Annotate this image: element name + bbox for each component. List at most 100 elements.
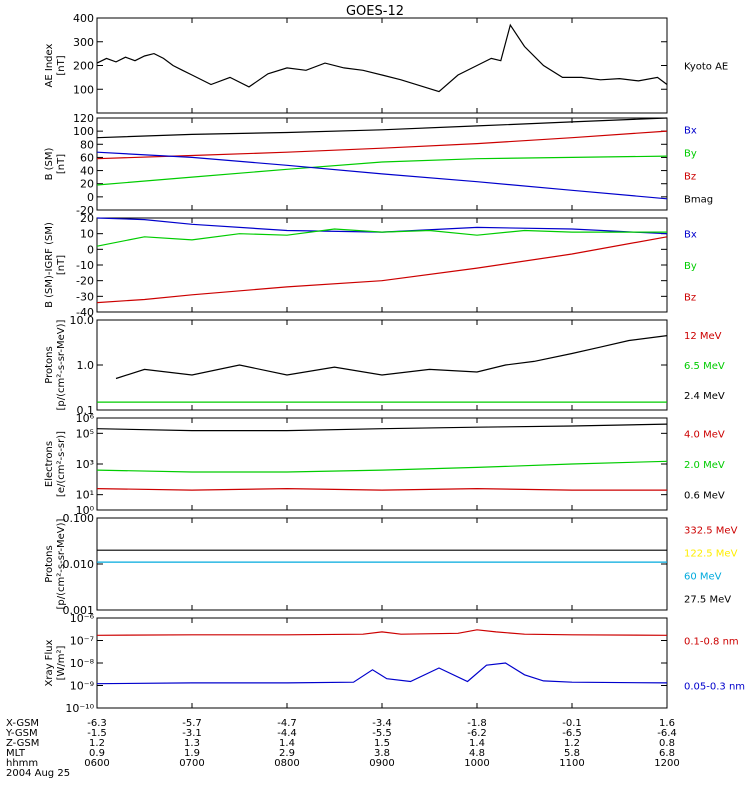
y-axis-label: [nT] (56, 55, 67, 75)
legend-entry: Bz (684, 292, 696, 303)
x-row-value: -0.1 (562, 718, 582, 729)
y-tick-label: 20 (80, 178, 94, 191)
series-line-4-0 (96, 423, 668, 432)
legend-entry: 0.1-0.8 nm (684, 637, 739, 648)
x-row-value: 1200 (654, 758, 679, 769)
series-line-4-2 (96, 487, 667, 491)
x-row-value: 1000 (464, 758, 489, 769)
y-axis-label: [p/(cm²-s-sr-MeV)] (56, 319, 67, 410)
series-line-1-0 (96, 117, 668, 139)
y-axis-label: Protons (44, 346, 55, 383)
y-axis-label: [W/m²] (56, 645, 67, 680)
x-row-value: -5.5 (372, 728, 392, 739)
y-tick-label: 60 (80, 151, 94, 164)
x-row-value: 1.2 (564, 738, 580, 749)
y-tick-label: 0.001 (63, 604, 95, 617)
y-tick-label: 0.010 (63, 558, 95, 571)
legend-entry: Bmag (684, 195, 713, 206)
x-row-label: Z-GSM (6, 738, 39, 749)
series-line-4-1 (96, 460, 668, 473)
x-row-value: 3.8 (374, 748, 390, 759)
legend-entry: 122.5 MeV (684, 549, 738, 560)
y-axis-label: B (SM)-IGRF (SM) (44, 222, 55, 308)
series-line-6-1 (96, 662, 668, 685)
y-tick-label: 120 (73, 112, 94, 125)
y-tick-label: 10⁰ (76, 504, 95, 517)
y-tick-label: 0 (87, 243, 94, 256)
x-row-value: 1.9 (184, 748, 200, 759)
x-row-label: hhmm (6, 758, 38, 769)
legend-entry: 2.4 MeV (684, 391, 725, 402)
date-label: 2004 Aug 25 (6, 768, 70, 779)
x-row-value: -4.4 (277, 728, 297, 739)
legend-entry: Bx (684, 126, 697, 137)
series-line-3-0 (115, 335, 668, 380)
y-axis-label: Xray Flux (44, 639, 55, 686)
legend-entry: 6.5 MeV (684, 361, 725, 372)
y-tick-label: 40 (80, 165, 94, 178)
y-tick-label: 300 (73, 36, 94, 49)
legend-entry: Bx (684, 230, 697, 241)
legend-entry: By (684, 261, 697, 272)
x-row-value: 0.8 (659, 738, 675, 749)
y-tick-label: 0.1 (77, 404, 95, 417)
x-row-value: 5.8 (564, 748, 580, 759)
y-tick-label: -20 (76, 204, 94, 217)
legend-entry: 27.5 MeV (684, 595, 731, 606)
y-axis-label: Protons (44, 545, 55, 582)
series-line-0-0 (96, 23, 668, 93)
x-row-value: 1.3 (184, 738, 200, 749)
series-line-1-2 (96, 155, 668, 186)
y-tick-label: 100 (73, 83, 94, 96)
x-row-value: 1.6 (659, 718, 675, 729)
series-line-1-3 (96, 151, 668, 200)
x-row-value: 2.9 (279, 748, 295, 759)
x-row-value: -6.2 (467, 728, 487, 739)
y-tick-label: 10⁻⁹ (70, 680, 94, 693)
legend-entry: 2.0 MeV (684, 460, 725, 471)
x-row-value: -1.5 (87, 728, 107, 739)
x-row-label: X-GSM (6, 718, 39, 729)
panel-frame-0 (96, 17, 668, 114)
x-row-value: -5.7 (182, 718, 202, 729)
legend-entry: By (684, 149, 697, 160)
y-tick-label: 0 (87, 191, 94, 204)
y-axis-label: [nT] (56, 255, 67, 275)
x-row-value: 1.5 (374, 738, 390, 749)
x-row-value: 0.9 (89, 748, 105, 759)
y-tick-label: 80 (80, 138, 94, 151)
y-tick-label: 10⁵ (76, 427, 94, 440)
x-row-value: -3.4 (372, 718, 392, 729)
legend-entry: Bz (684, 172, 696, 183)
x-row-value: 1.2 (89, 738, 105, 749)
x-row-value: 1.4 (279, 738, 295, 749)
y-tick-label: -40 (76, 306, 94, 319)
series-line-6-0 (96, 629, 668, 636)
panel-frame-3 (96, 319, 668, 411)
legend-entry: Kyoto AE (684, 62, 728, 73)
y-tick-label: 10.0 (70, 314, 95, 327)
y-axis-label: AE Index (44, 43, 55, 87)
series-line-2-0 (96, 217, 668, 235)
x-row-value: 0600 (84, 758, 109, 769)
x-row-label: MLT (6, 748, 26, 759)
legend-entry: 332.5 MeV (684, 526, 738, 537)
x-row-value: 0900 (369, 758, 394, 769)
y-tick-label: 10⁻⁶ (70, 612, 95, 625)
y-tick-label: 100 (73, 125, 94, 138)
legend-entry: 60 MeV (684, 572, 722, 583)
series-line-2-2 (96, 236, 668, 304)
y-tick-label: 200 (73, 60, 94, 73)
x-row-value: 0800 (274, 758, 299, 769)
panel-frame-5 (96, 517, 668, 611)
y-tick-label: 10⁶ (76, 412, 95, 425)
legend-entry: 0.05-0.3 nm (684, 682, 745, 693)
chart-title: GOES-12 (346, 4, 404, 19)
x-row-value: -1.8 (467, 718, 487, 729)
series-line-2-1 (96, 228, 667, 247)
x-row-value: -6.5 (562, 728, 582, 739)
y-tick-label: 400 (73, 12, 94, 25)
y-tick-label: 10³ (76, 458, 94, 471)
y-axis-label: [nT] (56, 154, 67, 174)
x-row-value: 6.8 (659, 748, 675, 759)
